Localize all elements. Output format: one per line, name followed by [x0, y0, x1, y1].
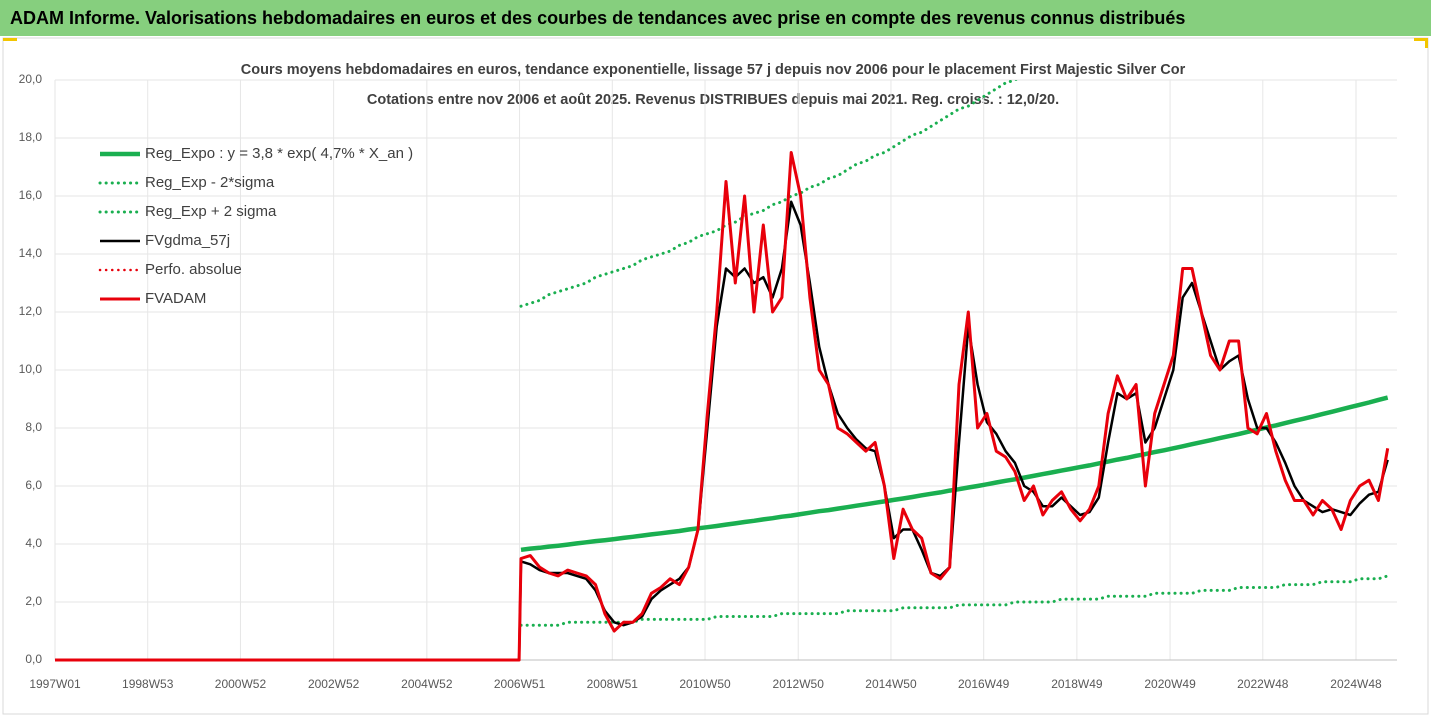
x-tick-label: 2004W52 [401, 677, 453, 691]
header-bar [0, 0, 1431, 36]
x-tick-label: 2008W51 [587, 677, 639, 691]
x-tick-label: 1997W01 [29, 677, 81, 691]
chart-subtitle: Cotations entre nov 2006 et août 2025. R… [367, 92, 1059, 108]
x-tick-label: 2002W52 [308, 677, 360, 691]
chart-frame [2, 37, 1429, 715]
legend: Reg_Expo : y = 3,8 * exp( 4,7% * X_an ) R… [98, 145, 413, 307]
x-tick-label: 2020W49 [1144, 677, 1196, 691]
y-tick-label: 14,0 [19, 246, 43, 260]
series-line [519, 574, 1390, 627]
series-line [55, 151, 1390, 662]
legend-label: FVgdma_57j [145, 232, 230, 249]
corner-mark [3, 38, 17, 41]
x-tick-label: 1998W53 [122, 677, 174, 691]
y-tick-label: 18,0 [19, 130, 43, 144]
x-tick-label: 2014W50 [865, 677, 917, 691]
x-tick-label: 2016W49 [958, 677, 1010, 691]
x-tick-label: 2000W52 [215, 677, 267, 691]
y-tick-label: 16,0 [19, 188, 43, 202]
chart-title: Cours moyens hebdomadaires en euros, ten… [241, 62, 1186, 78]
y-tick-label: 8,0 [25, 420, 42, 434]
legend-label: Perfo. absolue [145, 261, 242, 278]
plot-area [55, 80, 1390, 662]
y-tick-label: 10,0 [19, 362, 43, 376]
corner-mark [1414, 38, 1428, 41]
header-title: ADAM Informe. Valorisations hebdomadaire… [10, 8, 1185, 28]
x-tick-label: 2022W48 [1237, 677, 1289, 691]
x-tick-label: 2012W50 [773, 677, 825, 691]
x-tick-label: 2010W50 [679, 677, 731, 691]
legend-label: Reg_Exp + 2 sigma [145, 203, 277, 220]
x-tick-label: 2006W51 [494, 677, 546, 691]
y-tick-label: 4,0 [25, 536, 42, 550]
corner-mark [1425, 38, 1428, 48]
legend-label: FVADAM [145, 290, 206, 307]
legend-label: Reg_Expo : y = 3,8 * exp( 4,7% * X_an ) [145, 145, 413, 162]
y-tick-label: 0,0 [25, 652, 42, 666]
x-tick-label: 2024W48 [1330, 677, 1382, 691]
x-tick-label: 2018W49 [1051, 677, 1103, 691]
y-tick-label: 6,0 [25, 478, 42, 492]
y-tick-label: 12,0 [19, 304, 43, 318]
y-tick-label: 2,0 [25, 594, 42, 608]
legend-label: Reg_Exp - 2*sigma [145, 174, 275, 191]
y-tick-label: 20,0 [19, 72, 43, 86]
